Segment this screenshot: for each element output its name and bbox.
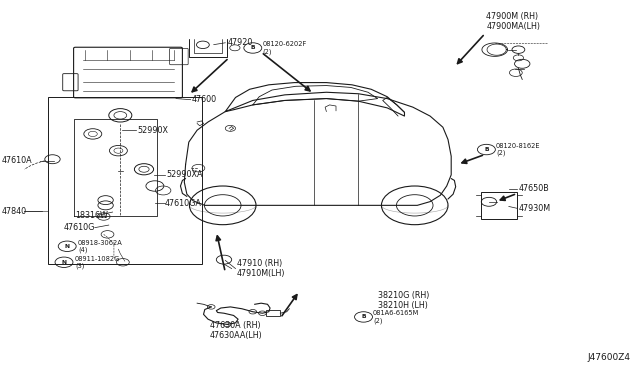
Text: 47610A: 47610A xyxy=(1,156,32,165)
Text: J47600Z4: J47600Z4 xyxy=(588,353,630,362)
Text: 47900M (RH)
47900MA(LH): 47900M (RH) 47900MA(LH) xyxy=(486,12,540,31)
Text: 08120-8162E
(2): 08120-8162E (2) xyxy=(496,143,541,156)
Text: 47600: 47600 xyxy=(192,95,217,104)
Text: 52990X: 52990X xyxy=(138,126,168,135)
Text: 47610GA: 47610GA xyxy=(165,199,202,208)
Text: 08120-6202F
(2): 08120-6202F (2) xyxy=(262,41,307,55)
Text: 47910 (RH)
47910M(LH): 47910 (RH) 47910M(LH) xyxy=(237,259,285,278)
Bar xyxy=(266,310,280,316)
Text: B: B xyxy=(361,314,366,320)
Text: 08918-3062A
(4): 08918-3062A (4) xyxy=(78,240,123,253)
Text: 47840: 47840 xyxy=(1,207,26,216)
Text: B: B xyxy=(484,147,489,152)
Text: N: N xyxy=(65,244,70,249)
Bar xyxy=(48,97,202,264)
Text: 081A6-6165M
(2): 081A6-6165M (2) xyxy=(373,310,419,324)
Text: 52990XA: 52990XA xyxy=(166,170,203,179)
Text: 47930M: 47930M xyxy=(518,204,550,213)
Text: 47630A (RH)
47630AA(LH): 47630A (RH) 47630AA(LH) xyxy=(210,321,262,340)
Text: N: N xyxy=(61,260,67,265)
Text: 38210G (RH)
38210H (LH): 38210G (RH) 38210H (LH) xyxy=(378,291,429,310)
Text: 18316W: 18316W xyxy=(76,211,108,219)
Text: 08911-1082G
(3): 08911-1082G (3) xyxy=(75,256,120,269)
Text: 47920: 47920 xyxy=(227,38,253,47)
Bar xyxy=(481,192,517,219)
Text: B: B xyxy=(250,45,255,51)
Text: 47610G: 47610G xyxy=(64,223,95,232)
Text: 47650B: 47650B xyxy=(518,185,549,193)
